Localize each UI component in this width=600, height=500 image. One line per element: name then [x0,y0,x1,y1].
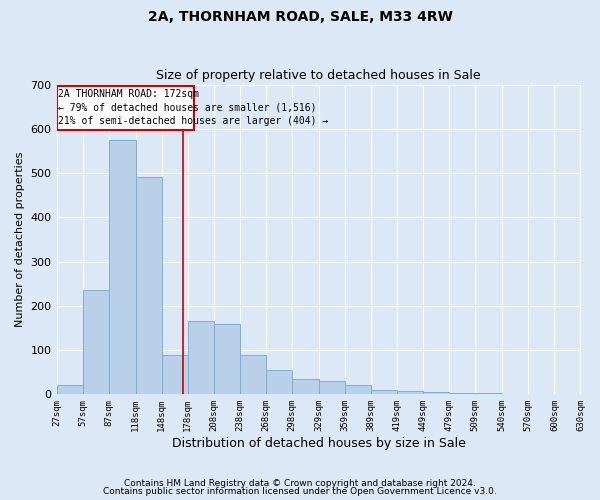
Bar [292,379,319,394]
Bar [449,392,475,394]
Bar [319,381,345,394]
Bar [56,386,83,394]
X-axis label: Distribution of detached houses by size in Sale: Distribution of detached houses by size … [172,437,466,450]
Y-axis label: Number of detached properties: Number of detached properties [15,152,25,327]
Text: 2A THORNHAM ROAD: 172sqm
← 79% of detached houses are smaller (1,516)
21% of sem: 2A THORNHAM ROAD: 172sqm ← 79% of detach… [58,90,329,126]
Bar [475,393,502,394]
Bar [423,392,449,394]
Bar [266,370,292,394]
Bar [136,178,161,394]
Bar [56,86,194,130]
Bar [83,290,109,395]
Bar [161,354,188,395]
Bar [188,322,214,394]
Text: 2A, THORNHAM ROAD, SALE, M33 4RW: 2A, THORNHAM ROAD, SALE, M33 4RW [148,10,452,24]
Title: Size of property relative to detached houses in Sale: Size of property relative to detached ho… [156,69,481,82]
Bar [371,390,397,394]
Text: Contains HM Land Registry data © Crown copyright and database right 2024.: Contains HM Land Registry data © Crown c… [124,478,476,488]
Bar [214,324,240,394]
Bar [397,391,423,394]
Bar [345,386,371,394]
Bar [240,354,266,395]
Text: Contains public sector information licensed under the Open Government Licence v3: Contains public sector information licen… [103,487,497,496]
Bar [109,140,136,394]
